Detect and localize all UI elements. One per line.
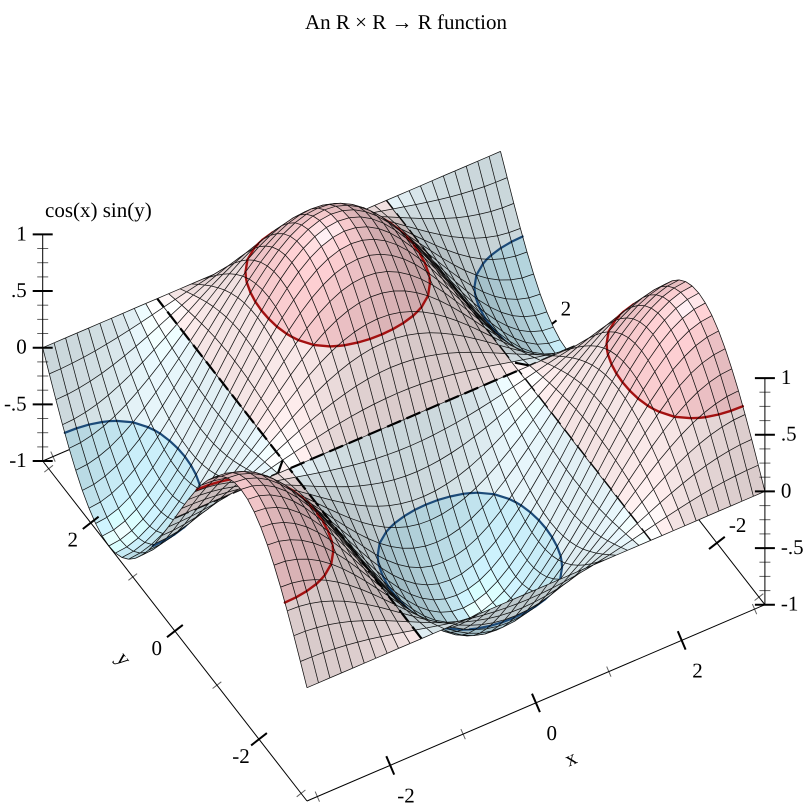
svg-text:2: 2 xyxy=(692,659,703,683)
svg-text:0: 0 xyxy=(781,478,792,502)
svg-text:0: 0 xyxy=(547,721,558,745)
svg-text:1: 1 xyxy=(781,365,792,389)
svg-text:2: 2 xyxy=(67,528,78,552)
svg-text:1: 1 xyxy=(16,221,27,245)
svg-text:-.5: -.5 xyxy=(4,391,27,415)
svg-text:0: 0 xyxy=(16,335,27,359)
svg-text:0: 0 xyxy=(152,636,163,660)
svg-text:An R × R → R function: An R × R → R function xyxy=(305,10,508,34)
svg-text:.5: .5 xyxy=(781,422,797,446)
svg-text:cos(x) sin(y): cos(x) sin(y) xyxy=(45,198,152,222)
svg-text:-1: -1 xyxy=(9,448,27,472)
svg-text:-2: -2 xyxy=(729,513,747,537)
svg-text:-2: -2 xyxy=(232,744,250,768)
svg-text:-.5: -.5 xyxy=(781,535,804,559)
svg-text:.5: .5 xyxy=(11,278,27,302)
svg-text:-1: -1 xyxy=(781,592,799,616)
svg-text:-2: -2 xyxy=(397,784,415,808)
svg-text:2: 2 xyxy=(561,297,572,321)
